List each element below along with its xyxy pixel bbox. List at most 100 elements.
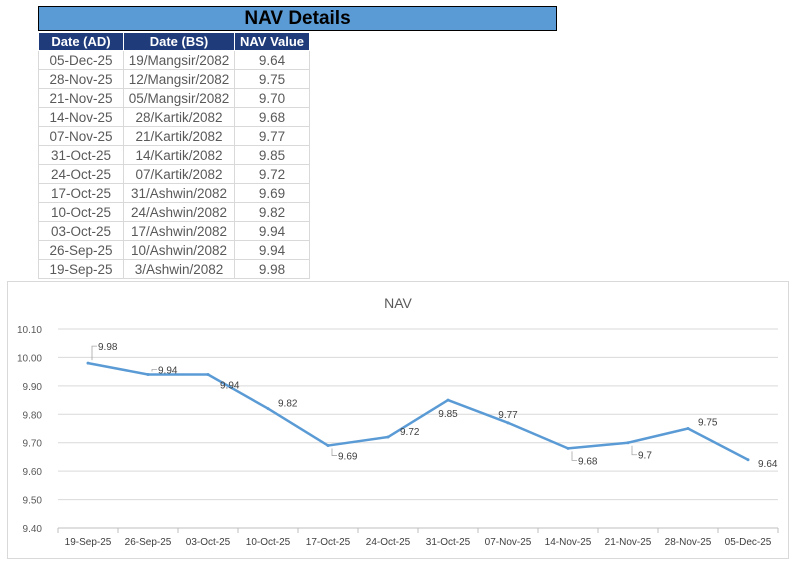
cell-date-bs: 31/Ashwin/2082 [123, 183, 235, 203]
data-point [626, 441, 630, 445]
nav-details-title: NAV Details [38, 6, 557, 31]
cell-nav-value: 9.70 [234, 88, 310, 108]
cell-date-ad: 24-Oct-25 [38, 164, 124, 184]
x-tick-label: 21-Nov-25 [605, 537, 652, 548]
cell-nav-value: 9.94 [234, 240, 310, 260]
gridlines [58, 328, 778, 529]
table-row: 21-Nov-25 05/Mangsir/2082 9.70 [38, 88, 310, 108]
data-label: 9.77 [498, 410, 518, 421]
data-point [686, 427, 690, 430]
label-leader-line [331, 448, 337, 456]
y-tick-label: 9.80 [23, 410, 43, 421]
x-tick-label: 14-Nov-25 [545, 537, 592, 548]
table-header-row: Date (AD) Date (BS) NAV Value [38, 32, 310, 51]
table-row: 31-Oct-25 14/Kartik/2082 9.85 [38, 145, 310, 165]
table-row: 28-Nov-25 12/Mangsir/2082 9.75 [38, 69, 310, 89]
cell-date-ad: 03-Oct-25 [38, 221, 124, 241]
table-row: 03-Oct-25 17/Ashwin/2082 9.94 [38, 221, 310, 241]
x-tick-label: 19-Sep-25 [65, 537, 112, 548]
table-row: 05-Dec-25 19/Mangsir/2082 9.64 [38, 50, 310, 70]
label-leader-line [571, 451, 577, 461]
data-label: 9.68 [578, 456, 598, 467]
data-label: 9.64 [758, 459, 778, 470]
x-tick-label: 07-Nov-25 [485, 537, 532, 548]
x-tick-label: 03-Oct-25 [186, 537, 231, 548]
cell-nav-value: 9.75 [234, 69, 310, 89]
label-leader-line [631, 445, 637, 456]
cell-date-bs: 17/Ashwin/2082 [123, 221, 235, 241]
data-point [566, 446, 570, 450]
data-label: 9.75 [698, 418, 718, 429]
label-leader-line [151, 369, 157, 372]
table-row: 19-Sep-25 3/Ashwin/2082 9.98 [38, 259, 310, 279]
x-tick-label: 24-Oct-25 [366, 537, 411, 548]
nav-table: Date (AD) Date (BS) NAV Value 05-Dec-25 1… [38, 32, 310, 279]
cell-date-bs: 10/Ashwin/2082 [123, 240, 235, 260]
chart-title: NAV [384, 295, 412, 311]
data-point [266, 407, 270, 411]
x-tick-label: 10-Oct-25 [246, 537, 291, 548]
cell-date-bs: 05/Mangsir/2082 [123, 88, 235, 108]
cell-date-bs: 19/Mangsir/2082 [123, 50, 235, 70]
table-row: 17-Oct-25 31/Ashwin/2082 9.69 [38, 183, 310, 203]
table-row: 26-Sep-25 10/Ashwin/2082 9.94 [38, 240, 310, 260]
series-line [87, 361, 749, 461]
data-point [326, 444, 330, 448]
y-tick-label: 10.10 [17, 325, 42, 336]
x-tick-label: 31-Oct-25 [426, 537, 471, 548]
data-point [206, 372, 210, 376]
cell-date-bs: 07/Kartik/2082 [123, 164, 235, 184]
col-header-date-ad: Date (AD) [38, 32, 124, 51]
cell-date-bs: 28/Kartik/2082 [123, 107, 235, 127]
cell-nav-value: 9.98 [234, 259, 310, 279]
y-tick-label: 9.90 [23, 382, 43, 393]
col-header-date-bs: Date (BS) [123, 32, 235, 51]
table-row: 14-Nov-25 28/Kartik/2082 9.68 [38, 107, 310, 127]
y-tick-label: 9.70 [23, 439, 43, 450]
label-leader-line [91, 345, 97, 361]
x-tick-label: 05-Dec-25 [725, 537, 772, 548]
cell-date-ad: 10-Oct-25 [38, 202, 124, 222]
x-axis-ticks: 19-Sep-25 26-Sep-25 03-Oct-25 10-Oct-25 17-O… [57, 527, 779, 548]
cell-date-bs: 21/Kartik/2082 [123, 126, 235, 146]
x-tick-label: 28-Nov-25 [665, 537, 712, 548]
cell-date-ad: 05-Dec-25 [38, 50, 124, 70]
cell-date-ad: 21-Nov-25 [38, 88, 124, 108]
data-label: 9.69 [338, 452, 358, 463]
cell-date-ad: 17-Oct-25 [38, 183, 124, 203]
data-point [146, 372, 150, 376]
cell-date-ad: 14-Nov-25 [38, 107, 124, 127]
data-labels: 9.98 9.94 9.94 9.82 9.69 9.72 9.85 9.77 9.68 9.7 9… [91, 342, 778, 470]
cell-date-ad: 28-Nov-25 [38, 69, 124, 89]
data-label: 9.7 [638, 451, 652, 462]
cell-nav-value: 9.94 [234, 221, 310, 241]
data-label: 9.94 [158, 365, 178, 376]
data-label: 9.82 [278, 399, 298, 410]
data-point [746, 458, 750, 462]
y-axis-ticks: 10.10 10.00 9.90 9.80 9.70 9.60 9.50 9.40 [17, 325, 42, 535]
cell-nav-value: 9.77 [234, 126, 310, 146]
cell-nav-value: 9.72 [234, 164, 310, 184]
data-point [386, 435, 390, 439]
data-label: 9.98 [98, 342, 118, 353]
data-label: 9.85 [438, 409, 458, 420]
nav-chart: NAV 10.10 10.00 9.90 9.80 9.70 9.60 9.50 9.40 1… [7, 281, 789, 559]
x-tick-label: 17-Oct-25 [306, 537, 351, 548]
cell-date-bs: 24/Ashwin/2082 [123, 202, 235, 222]
cell-date-ad: 19-Sep-25 [38, 259, 124, 279]
data-label: 9.94 [220, 380, 240, 391]
data-point [446, 398, 450, 402]
cell-date-bs: 12/Mangsir/2082 [123, 69, 235, 89]
nav-line-chart: NAV 10.10 10.00 9.90 9.80 9.70 9.60 9.50 9.40 1… [17, 295, 779, 548]
series-line-group [86, 361, 750, 462]
cell-nav-value: 9.64 [234, 50, 310, 70]
data-point [506, 421, 510, 425]
y-tick-label: 10.00 [17, 353, 42, 364]
y-tick-label: 9.60 [23, 467, 43, 478]
cell-nav-value: 9.69 [234, 183, 310, 203]
table-row: 24-Oct-25 07/Kartik/2082 9.72 [38, 164, 310, 184]
data-point [86, 361, 90, 365]
nav-table-body: 05-Dec-25 19/Mangsir/2082 9.64 28-Nov-25 12/… [38, 50, 310, 279]
cell-date-ad: 26-Sep-25 [38, 240, 124, 260]
cell-date-ad: 31-Oct-25 [38, 145, 124, 165]
